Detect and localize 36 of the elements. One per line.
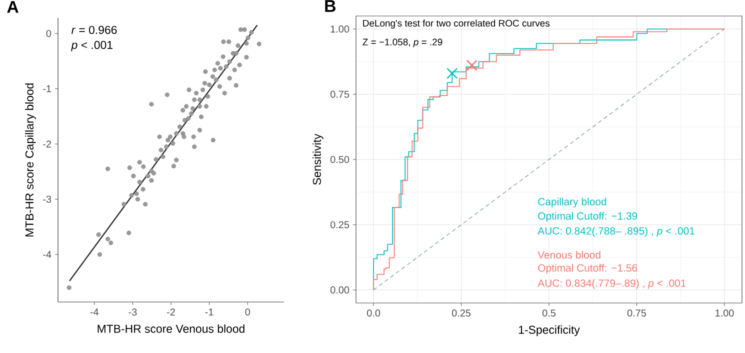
annotation: DeLong's test for two correlated ROC curves [363,20,550,28]
text: Venous blood [538,250,600,259]
annotation: AUC: 0.834(.779–.89) , p < .001 [538,279,686,289]
y-tick-label: 0.25 [330,221,350,228]
chart-title: A [7,1,18,13]
y-tick-label: 0 [46,30,52,37]
x-tick-label: -4 [90,308,99,316]
y-tick-label: -1 [43,85,51,92]
y-tick-label: 0.75 [330,90,350,98]
x-tick-label: 0.0 [367,310,380,317]
y-tick-label: 0.00 [330,286,350,294]
x-tick-label: 0 [245,308,250,316]
y-tick-label: 0.50 [330,156,350,164]
y-tick-label: -3 [43,196,52,203]
annotation: Optimal Cutoff: −1.56 [538,264,638,274]
y-tick-label: -2 [43,140,51,148]
annotation: p < .001 [71,40,112,52]
x-tick-label: -2 [167,308,175,316]
annotation: Z = −1.058, p = .29 [362,38,442,48]
x-axis-title: MTB-HR score Venous blood [98,324,244,333]
annotation: r = 0.966 [71,26,117,34]
x-tick-label: 0.75 [627,310,646,317]
text: Capillary blood [538,198,606,208]
y-axis-title: MTB-HR score Capillary blood [25,83,36,236]
y-axis-title: Sensitivity [312,134,324,185]
x-tick-label: 0.25 [452,310,471,317]
x-tick-label: 1.00 [716,310,734,317]
x-axis-title: 1-Specificity [519,325,580,336]
x-tick-label: -1 [205,308,214,316]
x-tick-label: 0.5 [542,310,556,317]
annotation: AUC: 0.842(.788– .895) , p < .001 [538,226,694,237]
annotation: Optimal Cutoff: −1.39 [538,212,638,222]
x-tick-label: -3 [128,308,137,316]
y-tick-label: -4 [43,251,52,258]
chart-title: B [325,0,336,12]
y-tick-label: 1.00 [330,26,350,33]
